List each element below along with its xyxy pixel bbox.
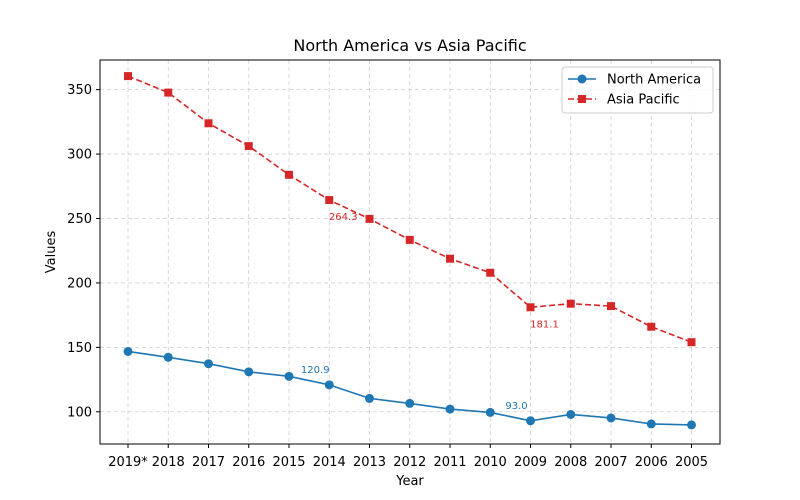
legend: North America Asia Pacific [561, 66, 714, 114]
data-point-circle [526, 416, 535, 426]
y-tick-label: 200 [67, 276, 92, 291]
data-point-circle [405, 398, 415, 408]
data-point-circle [123, 346, 133, 356]
y-axis-title: Values [44, 231, 59, 274]
data-point-circle [163, 352, 173, 362]
x-tick-label: 2011 [433, 455, 466, 470]
data-point-square [204, 119, 213, 128]
data-point-circle [566, 409, 576, 419]
x-tick-label: 2008 [554, 455, 587, 470]
x-tick-label: 2006 [635, 455, 668, 470]
legend-box [561, 66, 714, 114]
data-point-square [285, 170, 293, 179]
y-tick-label: 250 [67, 212, 92, 227]
data-point-circle [445, 404, 455, 414]
x-tick-label: 2017 [192, 455, 225, 470]
data-point-square [164, 88, 173, 97]
data-label: 93.0 [505, 401, 527, 412]
y-tick-label: 350 [67, 83, 92, 98]
data-point-circle [365, 393, 374, 403]
data-point-square [446, 254, 454, 263]
x-tick-label: 2019* [108, 455, 148, 470]
x-tick-label: 2009 [514, 455, 547, 470]
x-tick-label: 2005 [675, 455, 708, 470]
data-point-circle [244, 367, 254, 377]
chart-title: North America vs Asia Pacific [293, 36, 526, 55]
y-tick-label: 300 [67, 148, 92, 163]
y-tick-label: 150 [67, 341, 92, 356]
data-point-circle [606, 413, 616, 423]
x-tick-label: 2012 [393, 455, 426, 470]
data-point-square [405, 235, 414, 244]
axis-layer: 2019* 2018 2017 2016 2015 2014 2013 2012 2011 201… [67, 83, 708, 470]
data-point-square [365, 214, 374, 223]
data-point-circle [687, 420, 696, 430]
y-tick-label: 100 [67, 405, 92, 420]
x-axis-title: Year [395, 474, 424, 489]
legend-marker-square [578, 95, 586, 103]
data-point-square [124, 72, 132, 81]
data-point-square [647, 322, 656, 331]
data-point-square [607, 302, 615, 311]
data-point-square [244, 142, 253, 151]
legend-label: Asia Pacific [607, 93, 680, 108]
annotation-layer: 120.9 93.0 264.3 181.1 [301, 212, 559, 412]
series-layer [123, 72, 696, 430]
legend-marker-circle [577, 74, 587, 84]
data-point-circle [485, 407, 495, 417]
x-tick-label: 2014 [313, 455, 346, 470]
data-point-circle [324, 380, 334, 390]
x-tick-label: 2018 [152, 455, 185, 470]
data-point-square [486, 268, 495, 277]
grid-layer [100, 60, 720, 444]
x-tick-label: 2016 [232, 455, 265, 470]
data-point-circle [204, 359, 213, 369]
x-tick-label: 2007 [594, 455, 627, 470]
data-label: 120.9 [301, 365, 330, 376]
data-point-square [526, 303, 535, 312]
data-label: 264.3 [329, 212, 358, 223]
x-tick-label: 2015 [272, 455, 305, 470]
data-point-square [566, 299, 575, 308]
data-point-square [325, 196, 334, 205]
legend-label: North America [607, 73, 701, 88]
x-tick-label: 2013 [353, 455, 386, 470]
data-point-circle [284, 371, 294, 381]
data-point-square [687, 338, 696, 347]
data-point-circle [646, 419, 656, 429]
data-label: 181.1 [530, 319, 559, 330]
x-tick-label: 2010 [474, 455, 507, 470]
